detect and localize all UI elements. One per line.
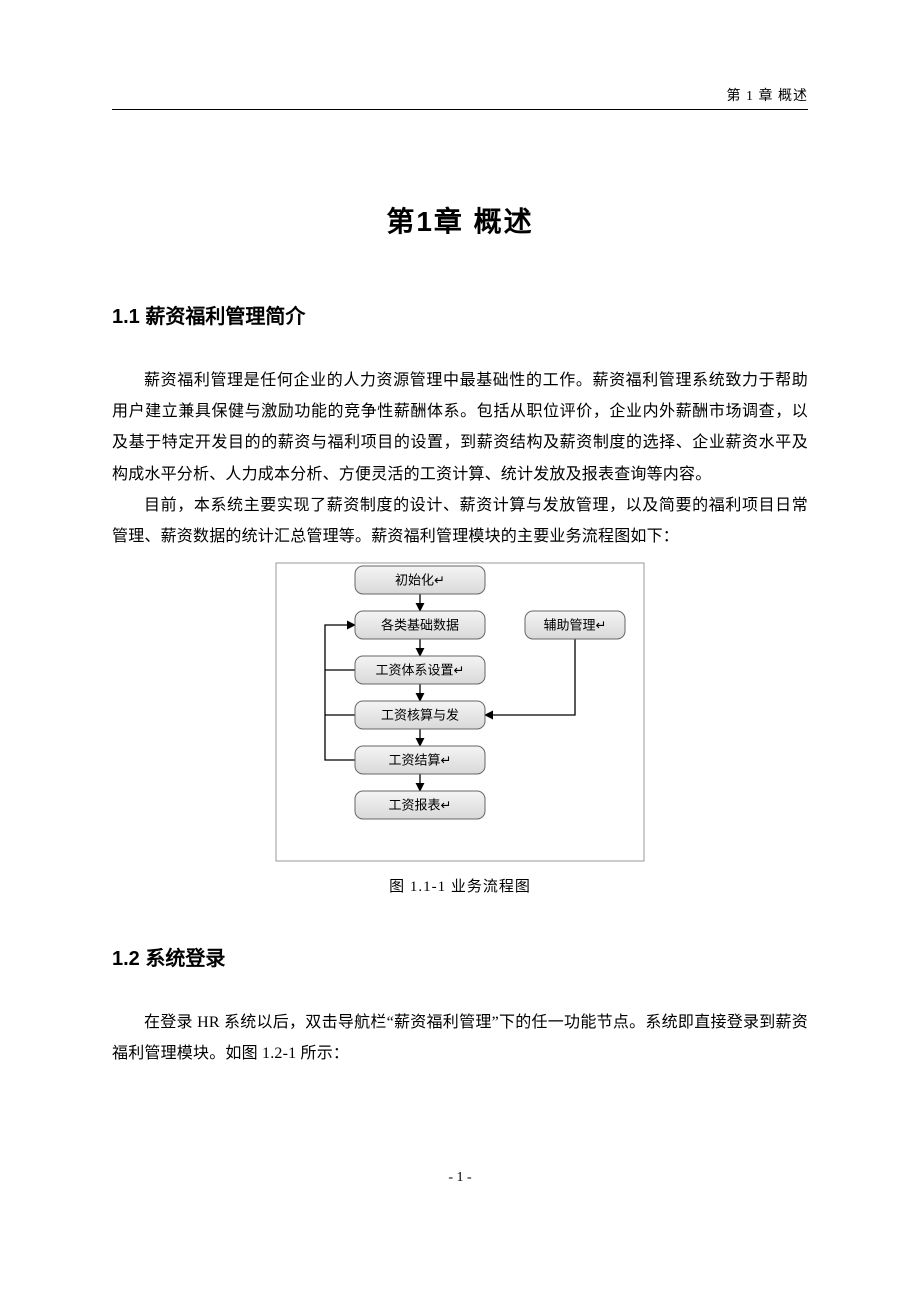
flowchart: 初始化↵ 各类基础数据 辅助管理↵ 工资体系设置↵ 工资核算与发工资结算↵ 工资报表↵	[112, 562, 808, 867]
flow-node-label: 工资结算↵	[389, 753, 452, 768]
paragraph-2: 目前，本系统主要实现了薪资制度的设计、薪资计算与发放管理，以及简要的福利项目日常…	[112, 490, 808, 552]
running-header: 第 1 章 概述	[112, 85, 808, 110]
flow-node-label: 工资体系设置↵	[376, 663, 465, 678]
flow-node-label: 辅助管理↵	[544, 618, 607, 633]
section-1-2-title: 1.2 系统登录	[112, 942, 808, 971]
section-1-1-title: 1.1 薪资福利管理简介	[112, 300, 808, 329]
page-number: - 1 -	[112, 1170, 808, 1186]
paragraph-1: 薪资福利管理是任何企业的人力资源管理中最基础性的工作。薪资福利管理系统致力于帮助…	[112, 365, 808, 490]
chapter-title: 第1章 概述	[112, 200, 808, 240]
flow-node-label: 工资报表↵	[389, 798, 452, 813]
flow-node-label: 工资核算与发	[381, 708, 459, 723]
figure-caption: 图 1.1-1 业务流程图	[112, 875, 808, 896]
paragraph-3: 在登录 HR 系统以后，双击导航栏“薪资福利管理”下的任一功能节点。系统即直接登…	[112, 1007, 808, 1069]
flow-node-label: 各类基础数据	[381, 618, 459, 633]
flow-node-label: 初始化↵	[395, 573, 445, 588]
